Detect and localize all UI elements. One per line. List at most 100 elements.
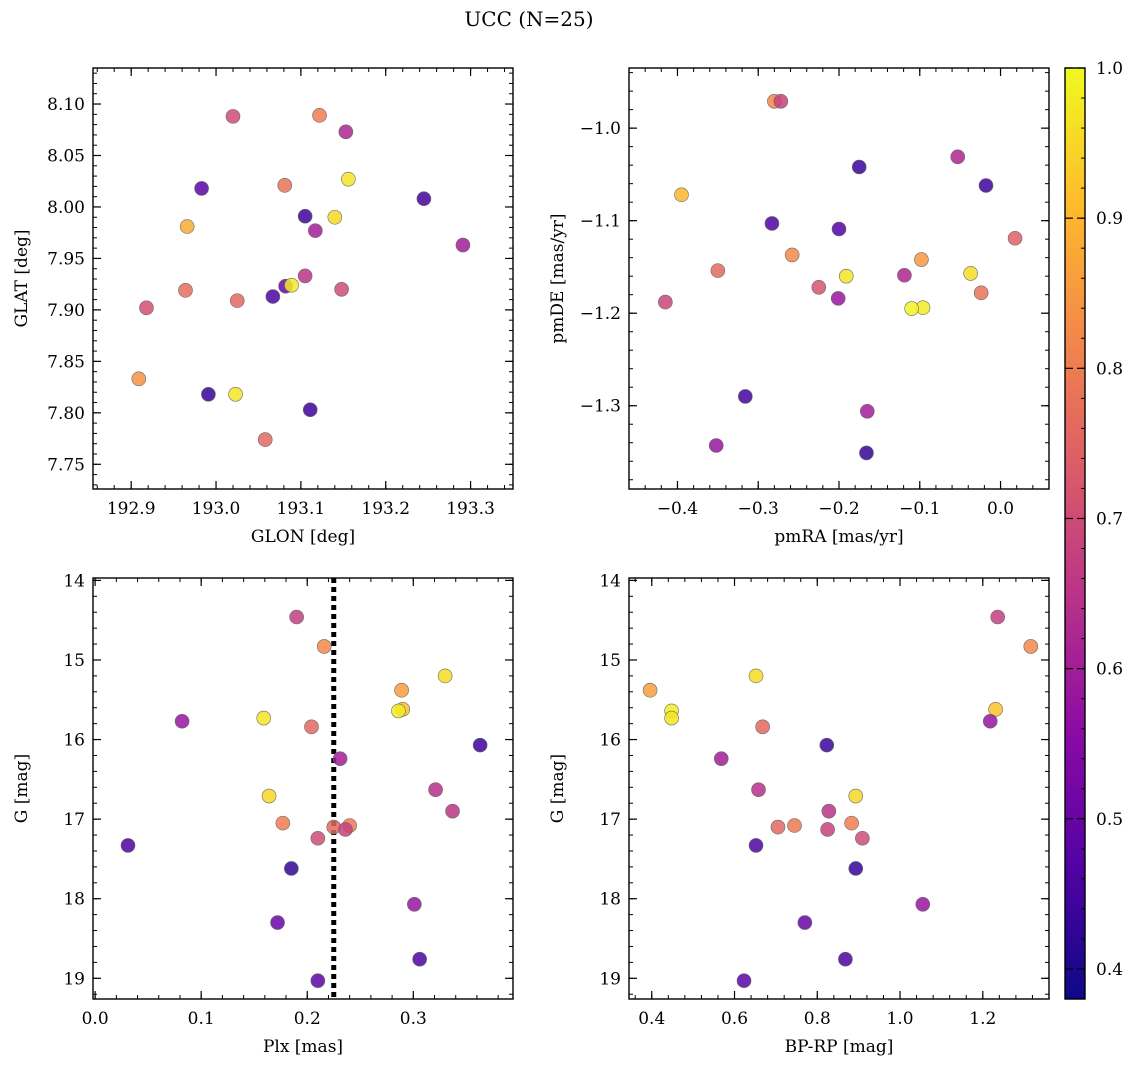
- scatter-point: [341, 171, 356, 187]
- x-tick-label: −0.3: [738, 499, 779, 519]
- scatter-point: [334, 282, 349, 297]
- scatter-point: [914, 252, 929, 267]
- scatter-point: [973, 285, 989, 301]
- scatter-point: [755, 719, 770, 735]
- minor-ticks: [629, 68, 1050, 489]
- scatter-point: [658, 294, 673, 310]
- scatter-point: [277, 178, 293, 193]
- scatter-point: [174, 713, 190, 729]
- scatter-point: [1007, 230, 1023, 246]
- axes-frame: [628, 67, 1050, 490]
- scatter-point: [963, 266, 978, 281]
- y-tick-label: 17: [599, 810, 621, 830]
- x-axis-label: BP-RP [mag]: [785, 1037, 894, 1057]
- x-tick-label: 193.2: [361, 499, 410, 519]
- scatter-point: [332, 751, 348, 766]
- y-tick-label: 7.90: [47, 301, 85, 321]
- scatter-point: [821, 803, 837, 819]
- scatter-point: [270, 915, 285, 930]
- x-axis-label: Plx [mas]: [263, 1037, 343, 1057]
- x-tick-label: 1.2: [969, 1009, 996, 1029]
- x-tick-label: 0.6: [721, 1009, 748, 1029]
- y-tick-label: −1.3: [580, 397, 621, 417]
- figure-title: UCC (N=25): [464, 7, 593, 31]
- scatter-point: [289, 609, 304, 625]
- scatter-point: [859, 445, 874, 461]
- scatter-point: [950, 149, 966, 165]
- y-axis-label: G [mag]: [12, 754, 32, 823]
- scatter-point: [748, 838, 764, 853]
- x-tick-label: 0.4: [638, 1009, 665, 1029]
- axes-frame: [92, 67, 514, 490]
- scatter-point: [851, 159, 867, 175]
- scatter-point: [838, 951, 853, 967]
- y-tick-label: 18: [599, 890, 621, 910]
- y-tick-label: 8.00: [47, 198, 85, 218]
- x-tick-label: 0.1: [188, 1009, 215, 1029]
- panel-pmra-pmde: −0.4 −0.3 −0.2 −0.1 0.0 −1.3 −1.2 −1.1 −1.0 pmRA …: [548, 67, 1050, 547]
- scatter-point: [642, 682, 658, 698]
- scatter-point: [751, 782, 766, 797]
- colorbar-ticks: 0.4 0.5 0.6 0.7 0.8 0.9 1.0: [1065, 59, 1123, 980]
- scatter-point: [784, 247, 800, 263]
- x-tick-label: 193.0: [192, 499, 241, 519]
- colorbar-scale: [1064, 67, 1086, 1000]
- scatter-point: [131, 371, 147, 387]
- scatter-point: [738, 389, 753, 404]
- scatter-point: [394, 682, 409, 698]
- scatter-point: [830, 291, 846, 306]
- y-tick-label: −1.2: [580, 304, 621, 324]
- x-tick-label: −0.1: [899, 499, 940, 519]
- y-tick-label: 15: [63, 651, 85, 671]
- scatter-point: [338, 124, 354, 140]
- x-tick-label: 1.0: [887, 1009, 914, 1029]
- scatter-point: [848, 861, 864, 876]
- scatter-point: [275, 815, 291, 831]
- scatter-points: [120, 609, 488, 988]
- y-tick-label: 18: [63, 890, 85, 910]
- scatter-points: [642, 609, 1039, 988]
- x-axis-label: pmRA [mas/yr]: [774, 527, 903, 547]
- y-tick-label: 8.05: [47, 146, 85, 166]
- scatter-point: [859, 403, 875, 419]
- y-tick-label: 15: [599, 651, 621, 671]
- y-tick-label: 14: [63, 571, 85, 591]
- x-tick-label: 193.3: [446, 499, 495, 519]
- scatter-point: [284, 861, 299, 876]
- x-tick-label: 0.8: [804, 1009, 831, 1029]
- scatter-point: [308, 223, 323, 238]
- scatter-point: [674, 187, 689, 203]
- panel-glon-glat: 192.9 193.0 193.1 193.2 193.3 7.75 7.80 7.85 7.9…: [12, 67, 514, 547]
- colorbar-tick-label: 1.0: [1096, 59, 1123, 79]
- panel-bprp-g: 0.4 0.6 0.8 1.0 1.2 14 15 16 17 18 19 BP-RP [mag] G …: [548, 571, 1050, 1057]
- y-tick-label: 8.10: [47, 95, 85, 115]
- scatter-point: [312, 108, 327, 123]
- scatter-point: [178, 283, 193, 298]
- scatter-point: [407, 896, 422, 912]
- scatter-point: [811, 279, 827, 295]
- scatter-point: [904, 301, 919, 316]
- scatter-point: [770, 819, 786, 835]
- scatter-point: [664, 710, 679, 726]
- scatter-points: [658, 94, 1023, 461]
- scatter-point: [139, 300, 154, 316]
- x-tick-label: 193.1: [277, 499, 326, 519]
- scatter-point: [831, 221, 847, 237]
- x-tick-label: −0.4: [657, 499, 698, 519]
- scatter-point: [708, 438, 724, 453]
- y-tick-label: 19: [63, 969, 85, 989]
- scatter-point: [988, 702, 1003, 717]
- scatter-point: [455, 237, 471, 253]
- x-axis-label: GLON [deg]: [251, 527, 355, 547]
- y-tick-label: −1.0: [580, 119, 621, 139]
- y-axis-label: G [mag]: [548, 754, 568, 823]
- scatter-point: [228, 387, 243, 402]
- y-tick-label: 14: [599, 571, 621, 591]
- x-tick-label: −0.2: [818, 499, 859, 519]
- axes-frame: [92, 577, 514, 1000]
- minor-ticks: [93, 578, 513, 999]
- y-tick-label: 7.75: [47, 455, 85, 475]
- colorbar-tick-label: 0.7: [1096, 509, 1123, 529]
- scatter-point: [990, 609, 1005, 625]
